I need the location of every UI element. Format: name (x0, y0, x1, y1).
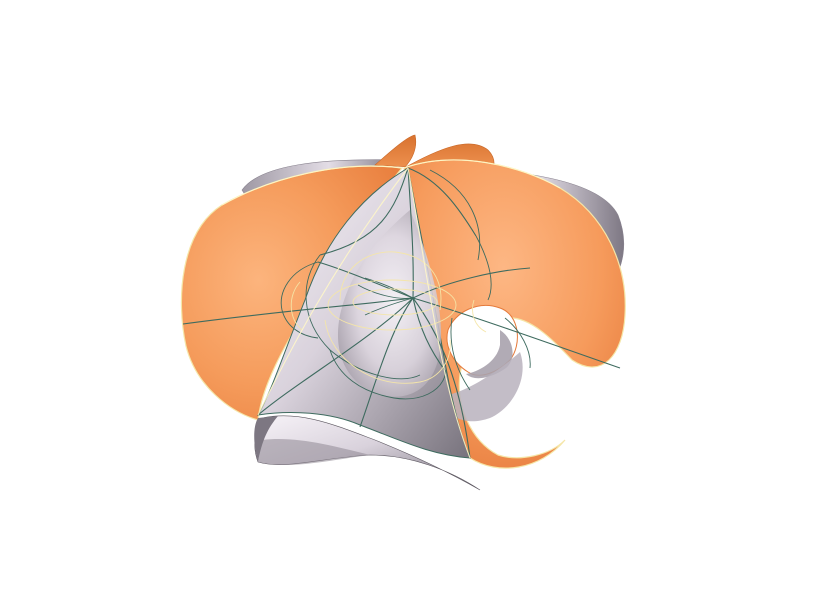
hole-inner-shadow (466, 330, 513, 379)
gray-left-sliver (254, 416, 278, 462)
gray-tail-shadow (258, 439, 370, 465)
contour-curves (290, 251, 487, 384)
gray-core-highlight (337, 210, 441, 397)
edge-highlights (221, 159, 561, 459)
gray-lower-tail (254, 415, 481, 491)
wireframe-lines (182, 167, 621, 459)
gray-lower-right-flap (448, 352, 523, 422)
